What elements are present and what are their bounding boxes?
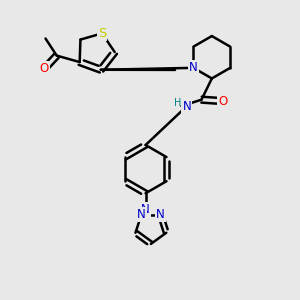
- Text: N: N: [156, 208, 165, 221]
- Text: N: N: [137, 208, 146, 221]
- Text: N: N: [182, 100, 191, 112]
- Text: N: N: [141, 203, 150, 216]
- Text: H: H: [174, 98, 182, 108]
- Text: S: S: [98, 27, 106, 40]
- Text: O: O: [218, 94, 227, 108]
- Text: N: N: [189, 61, 198, 74]
- Text: O: O: [40, 62, 49, 75]
